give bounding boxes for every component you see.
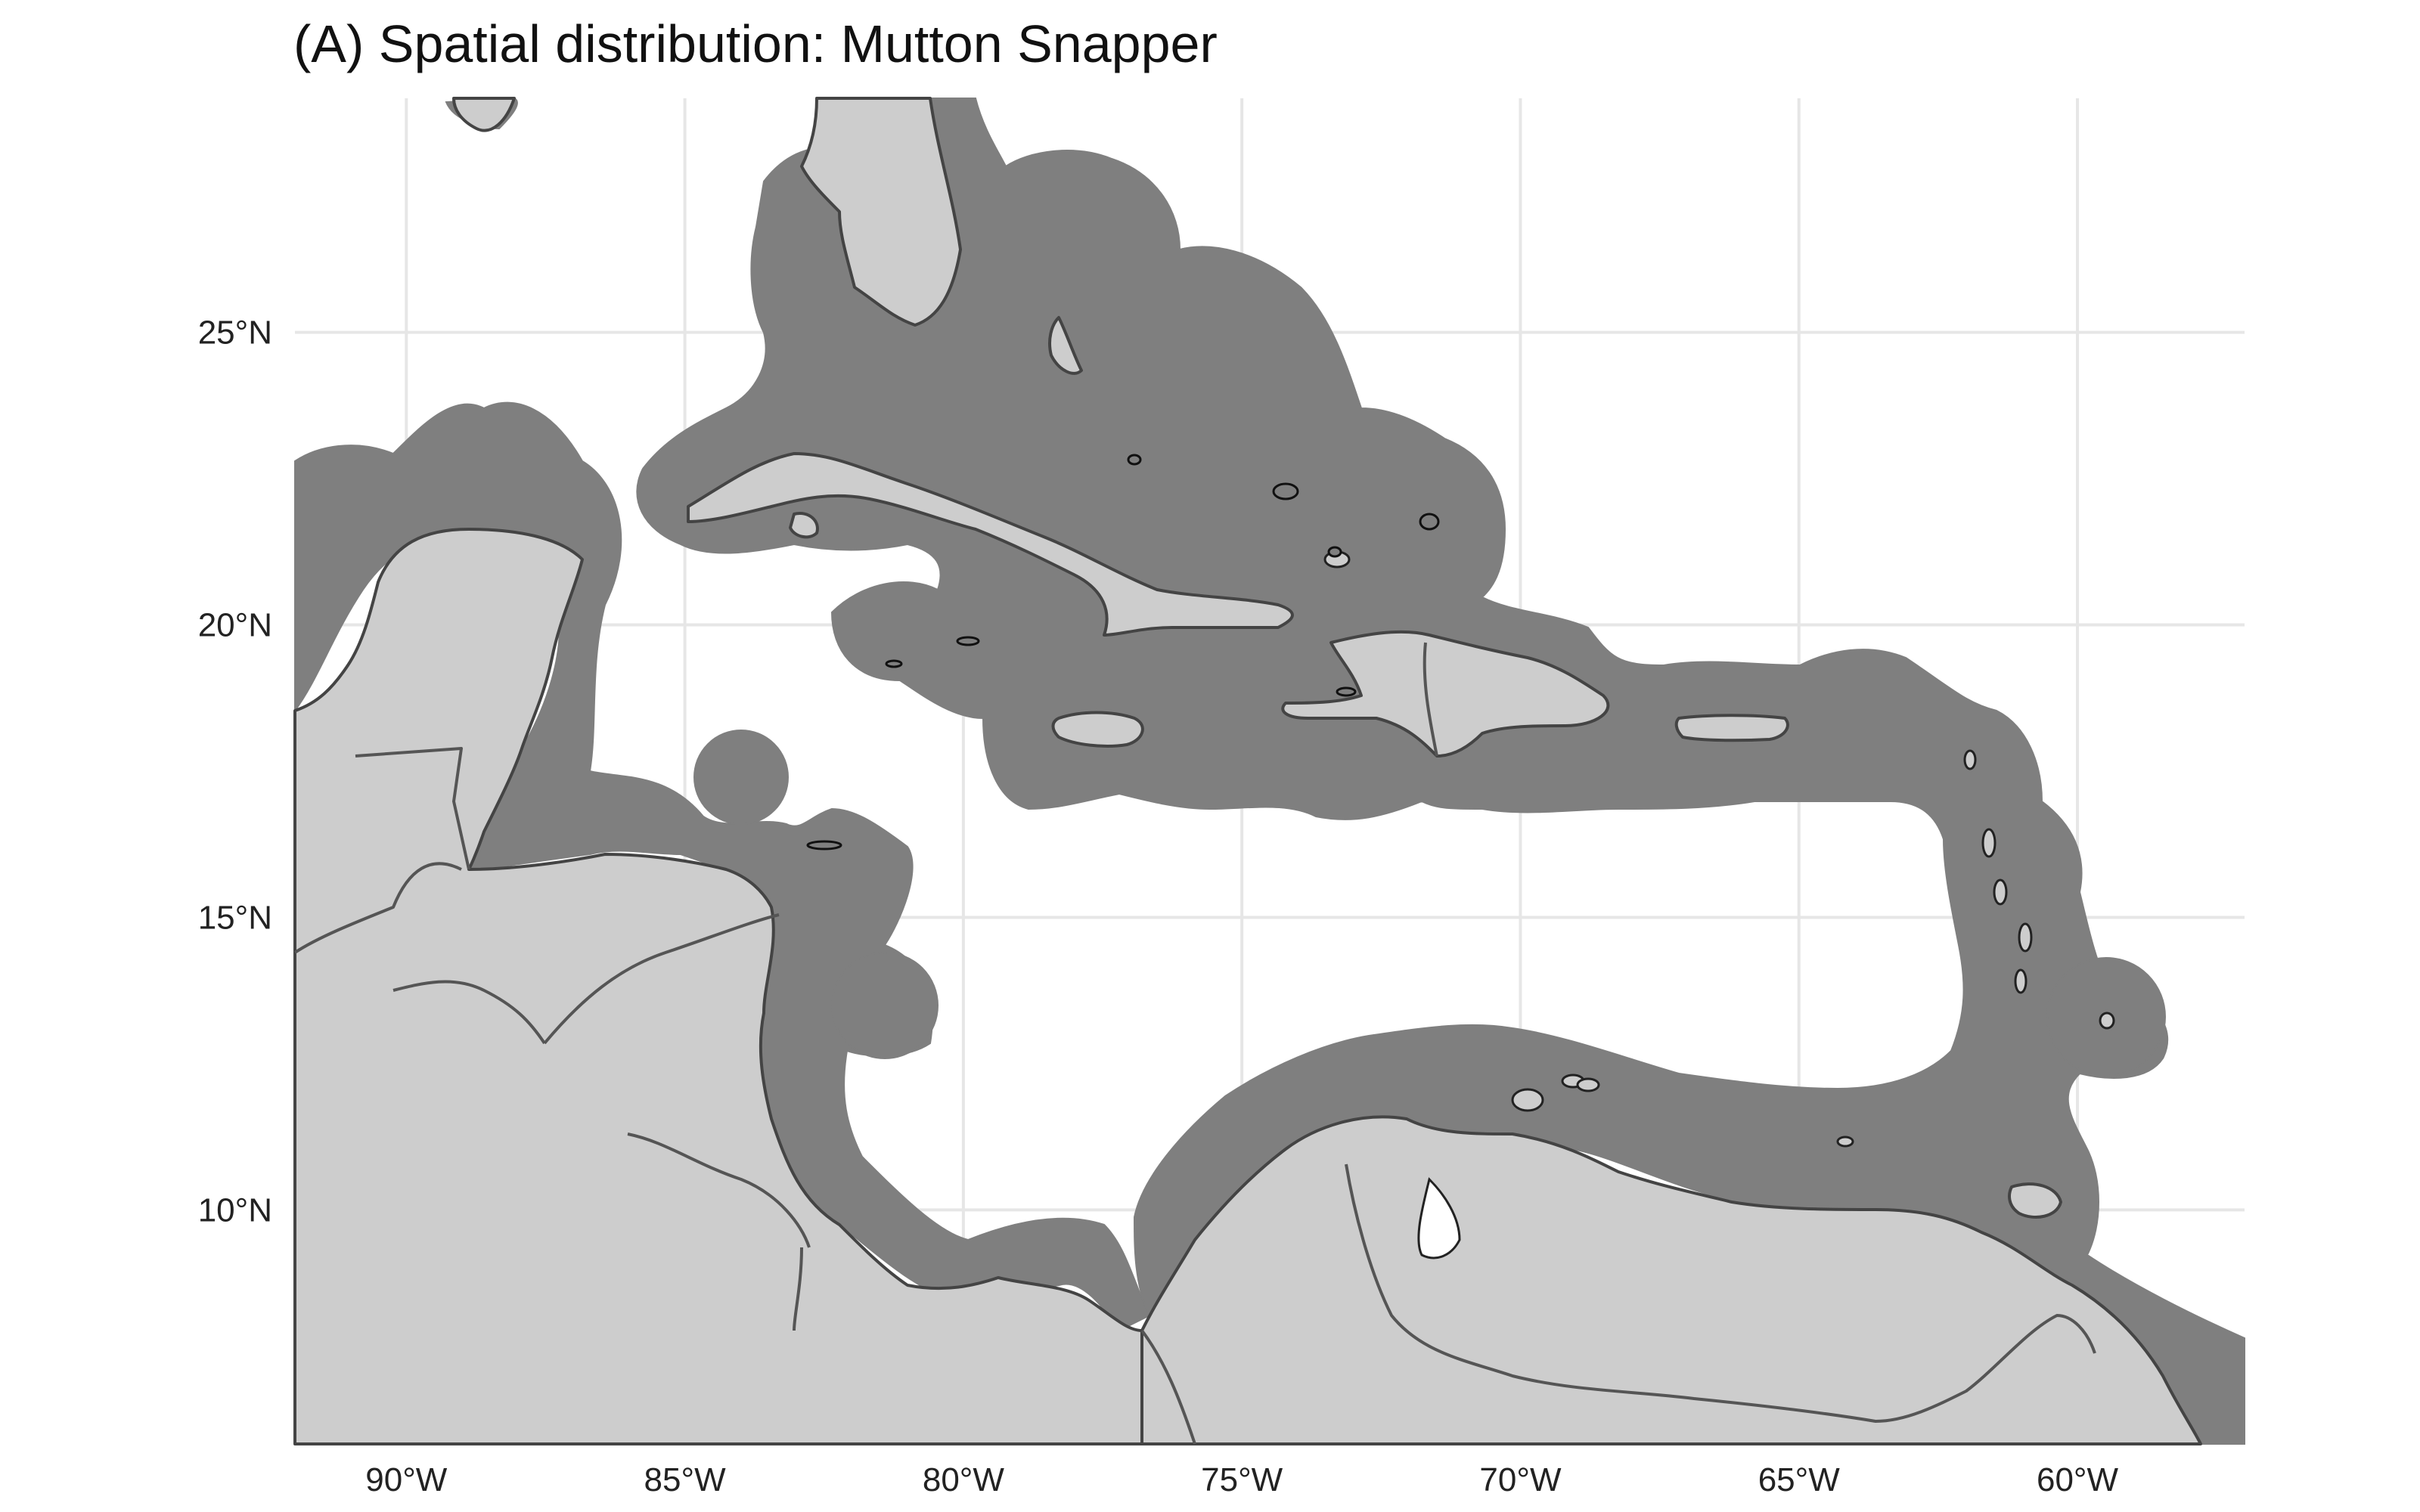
lon-tick-label: 90°W bbox=[365, 1461, 448, 1498]
land-florida bbox=[800, 97, 962, 327]
longitude-axis-labels: 90°W 85°W 80°W 75°W 70°W 65°W 60°W bbox=[365, 1461, 2118, 1498]
land-hispaniola bbox=[1281, 630, 1610, 758]
map-panel: 90°W 85°W 80°W 75°W 70°W 65°W 60°W 25°N 20°N 15°… bbox=[198, 97, 2245, 1498]
lat-tick-label: 20°N bbox=[198, 607, 272, 644]
land-puerto-rico bbox=[1674, 714, 1789, 742]
distribution-range bbox=[294, 97, 2245, 1445]
land-jamaica bbox=[1051, 711, 1144, 748]
land-cuba bbox=[687, 452, 1294, 637]
small-islands bbox=[806, 454, 2115, 1148]
lon-tick-label: 75°W bbox=[1201, 1461, 1283, 1498]
lat-tick-label: 10°N bbox=[198, 1191, 272, 1228]
land-trinidad bbox=[2008, 1182, 2062, 1219]
land-central-america bbox=[293, 528, 1151, 1445]
lat-tick-label: 15°N bbox=[198, 899, 272, 936]
lon-tick-label: 85°W bbox=[644, 1461, 727, 1498]
range-swan bbox=[831, 952, 939, 1059]
land-isla-juventud bbox=[789, 512, 819, 539]
lon-tick-label: 60°W bbox=[2037, 1461, 2119, 1498]
landmasses bbox=[293, 97, 2202, 1445]
map-title: (A) Spatial distribution: Mutton Snapper bbox=[293, 14, 1218, 73]
land-florida-panhandle-tip bbox=[452, 97, 516, 132]
range-cayman-west bbox=[693, 730, 789, 825]
country-borders bbox=[293, 642, 2096, 1445]
lake-maracaibo bbox=[1417, 1177, 1461, 1259]
lon-tick-label: 65°W bbox=[1758, 1461, 1841, 1498]
lon-tick-label: 70°W bbox=[1479, 1461, 1562, 1498]
lat-tick-label: 25°N bbox=[198, 314, 272, 352]
land-andros bbox=[1048, 316, 1083, 375]
land-south-america bbox=[1140, 1115, 2202, 1445]
latitude-axis-labels: 25°N 20°N 15°N 10°N bbox=[198, 314, 272, 1229]
lon-tick-label: 80°W bbox=[923, 1461, 1005, 1498]
